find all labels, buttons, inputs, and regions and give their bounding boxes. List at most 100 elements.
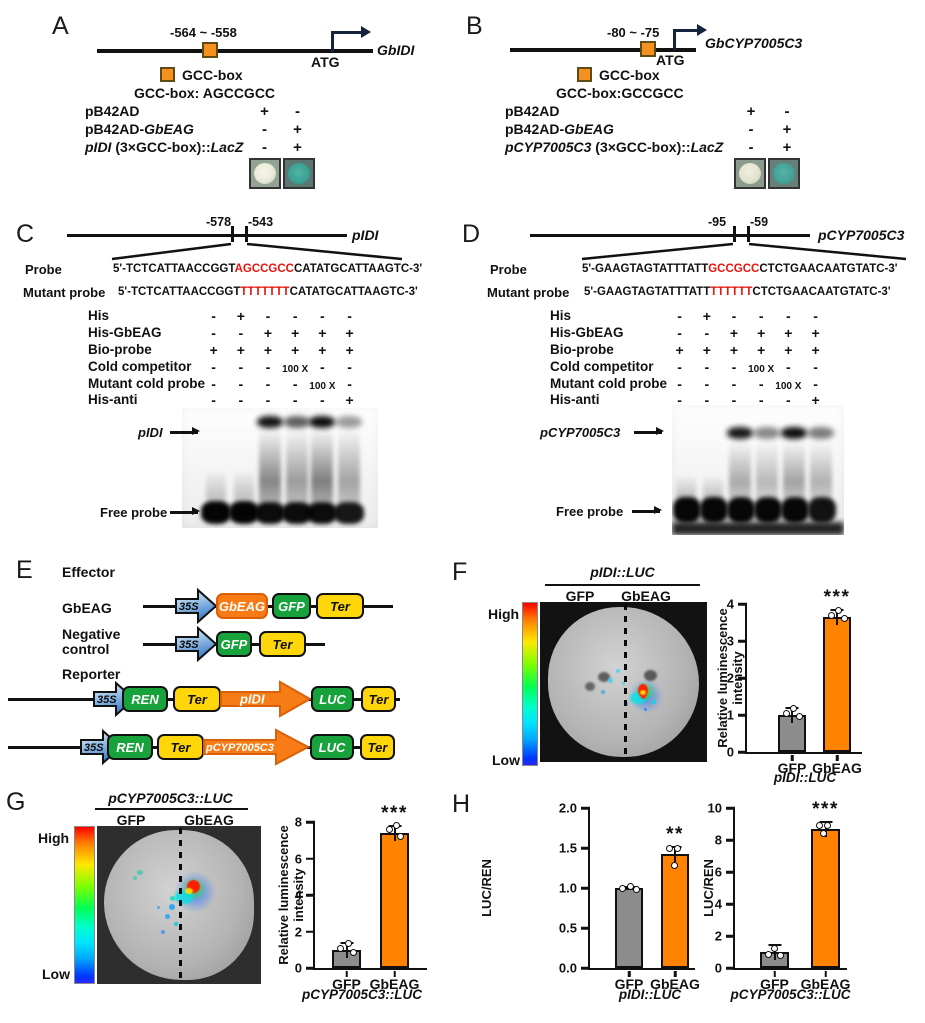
- e-ren-box-row3: REN: [122, 686, 168, 712]
- gel-band: [754, 497, 782, 523]
- emsa-cell: +: [811, 342, 820, 358]
- emsa-cell: +: [345, 342, 354, 358]
- emsa-cell: +: [702, 342, 711, 358]
- panel-e-letter: E: [16, 556, 33, 584]
- d-break-tick-left: [733, 226, 736, 242]
- h2-chart-caption: pCYP7005C3::LUC: [730, 987, 851, 1002]
- emsa-cell: -: [704, 359, 710, 375]
- d-emsa-row-mutantcold: Mutant cold probe - - - -100 X-: [550, 376, 818, 392]
- a-motif-seq: AGCCGCC: [202, 85, 276, 101]
- b-colony-negative-image: [734, 158, 766, 189]
- y-tick-label: 0: [726, 744, 734, 760]
- y-tick-label: 6: [294, 851, 302, 866]
- d-free-arrow-icon: [632, 506, 662, 514]
- h1-significance: **: [666, 824, 684, 846]
- gel-band: [284, 416, 310, 428]
- c-emsa-row-bioprobe: Bio-probe + + + + + +: [88, 342, 354, 358]
- emsa-cell: -: [704, 392, 710, 408]
- emsa-cell: +: [729, 342, 739, 358]
- emsa-cell: +: [811, 392, 820, 408]
- d-gene-label: pCYP7005C3: [818, 227, 905, 243]
- panel-d-letter: D: [462, 220, 481, 248]
- y-tick-label: 2: [714, 928, 722, 944]
- g-col-gbeag: GbEAG: [184, 812, 234, 828]
- g-scale-low-label: Low: [42, 966, 70, 982]
- gel-band: [808, 427, 834, 439]
- f-scale-low-label: Low: [492, 752, 520, 768]
- emsa-cell: 100 X: [775, 381, 802, 392]
- emsa-cell: -: [292, 308, 298, 324]
- b-motif-label: GCC-box:: [556, 85, 622, 101]
- emsa-cell: +: [263, 342, 273, 358]
- h2-xlabel-gfp: GFP: [760, 976, 789, 992]
- gel-band: [754, 427, 780, 439]
- value-cell: +: [782, 121, 792, 138]
- c-pos-left: -578: [206, 215, 232, 229]
- e-35s-arrow-row1: 35S: [175, 588, 217, 624]
- y-tick-label: 0: [714, 960, 722, 976]
- d-promoter-line: [530, 234, 810, 237]
- emsa-cell: +: [236, 308, 245, 324]
- gel-band: [673, 497, 701, 523]
- h1-chart-plot: 2.0 1.5 1.0 0.5 0.0 GFP ** GbEAG: [559, 801, 700, 993]
- emsa-cell: +: [757, 325, 766, 341]
- y-tick-label: 1.0: [558, 880, 577, 896]
- b-gcc-legend-swatch: [577, 67, 592, 82]
- emsa-cell: +: [729, 325, 739, 341]
- c-emsa-row-his: His - + - - - -: [88, 308, 352, 324]
- c-break-tick-right: [245, 226, 248, 242]
- emsa-cell: -: [677, 376, 682, 392]
- value-cell: +: [260, 103, 269, 120]
- b-assay-row2-label: pB42AD-GbEAG: [505, 121, 614, 137]
- svg-text:35S: 35S: [179, 601, 199, 613]
- y-tick-label: 0.5: [558, 920, 577, 936]
- f-chart-plot: 4 3 2 1 0 GFP *** GbEAG: [727, 587, 862, 776]
- g-y-axis-label: Relative luminescence intensity: [276, 825, 306, 965]
- h2-significance: ***: [812, 798, 839, 820]
- h1-xlabel-gbeag: GbEAG: [650, 976, 700, 992]
- f-leaf-image: [540, 602, 707, 762]
- emsa-cell: -: [786, 308, 791, 324]
- emsa-cell: +: [757, 342, 766, 358]
- panel-a-letter: A: [52, 12, 69, 40]
- emsa-cell: -: [211, 392, 216, 408]
- e-ter-box-row3a: Ter: [173, 686, 221, 712]
- c-gel-image: [182, 408, 378, 528]
- y-tick-label: 1.5: [558, 840, 577, 856]
- a-row2-values: - +: [248, 121, 314, 139]
- g-header: pCYP7005C3::LUC: [108, 790, 233, 806]
- svg-text:pIDI: pIDI: [239, 692, 265, 707]
- h1-xlabel-gfp: GFP: [614, 976, 644, 992]
- g-xlabel-gbeag: GbEAG: [369, 976, 420, 992]
- a-row3-values: - +: [248, 139, 314, 157]
- panel-h-letter: H: [452, 790, 471, 818]
- emsa-cell: +: [291, 342, 300, 358]
- g-bar-gbeag: *** GbEAG: [370, 803, 420, 992]
- svg-text:pCYP7005C3: pCYP7005C3: [205, 742, 274, 754]
- emsa-cell: -: [347, 376, 352, 392]
- f-bar-gfp: GFP: [778, 604, 806, 776]
- a-gene-label: GbIDI: [377, 42, 415, 58]
- g-significance: ***: [381, 802, 408, 824]
- e-gbeag-box: GbEAG: [216, 593, 268, 619]
- emsa-cell: -: [677, 325, 682, 341]
- value-cell: -: [262, 139, 267, 156]
- e-pcyp-promoter-arrow: pCYP7005C3: [203, 728, 310, 766]
- g-bar-gfp: GFP: [332, 822, 361, 992]
- emsa-cell: -: [731, 376, 737, 392]
- d-emsa-row-hisanti: His-anti - - - - - +: [550, 392, 820, 408]
- a-gcc-box-marker: [202, 42, 218, 58]
- y-tick-label: 2: [726, 670, 734, 686]
- h1-y-axis-label: LUC/REN: [478, 859, 494, 917]
- e-pidi-promoter-arrow: pIDI: [220, 680, 312, 718]
- panel-c-letter: C: [16, 220, 35, 248]
- b-row3-values: - +: [733, 139, 805, 157]
- e-luc-box-row3: LUC: [311, 686, 354, 712]
- f-scale-high-label: High: [488, 606, 520, 622]
- g-leaf-divider: [179, 828, 182, 982]
- emsa-cell: -: [731, 308, 737, 324]
- emsa-cell: -: [704, 325, 710, 341]
- y-tick-label: 10: [707, 800, 722, 816]
- f-leaf-divider: [623, 604, 627, 760]
- y-tick-label: 0: [294, 960, 302, 976]
